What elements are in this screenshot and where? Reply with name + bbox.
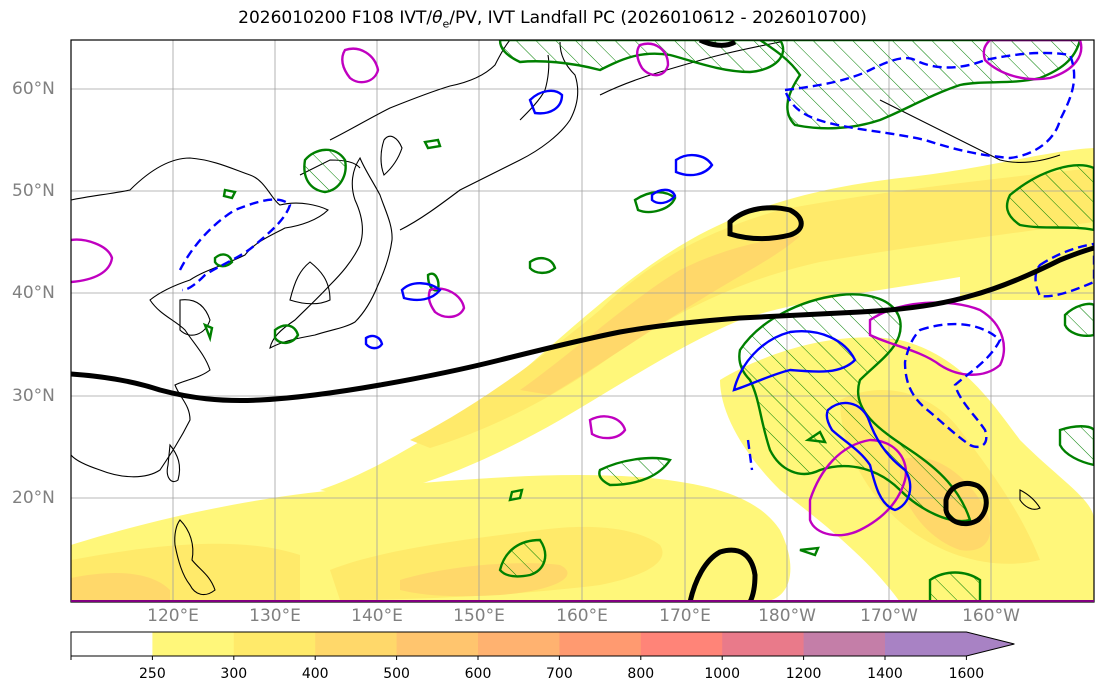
colorbar-tick-label: 1200 — [785, 666, 822, 682]
colorbar-tick-label: 300 — [220, 666, 248, 682]
lon-label-180w: 180°W — [758, 606, 816, 626]
pv-contours — [202, 40, 1094, 602]
colorbar-segment — [233, 632, 316, 656]
lat-label-30n: 30°N — [12, 386, 55, 406]
colorbar-segment — [885, 632, 967, 656]
colorbar-segment — [640, 632, 723, 656]
colorbar-tick-label: 1600 — [948, 666, 985, 682]
lat-label-40n: 40°N — [12, 283, 55, 303]
colorbar-extend-arrow — [966, 632, 1015, 656]
map-title: 2026010200 F108 IVT/θe/PV, IVT Landfall … — [238, 8, 867, 31]
colorbar-segment — [559, 632, 642, 656]
lon-label-170w: 170°W — [860, 606, 918, 626]
lon-label-160w: 160°W — [962, 606, 1020, 626]
colorbar-tick-label: 500 — [383, 666, 410, 682]
colorbar-tick-label: 250 — [139, 666, 166, 682]
lat-label-50n: 50°N — [12, 181, 55, 201]
colorbar-segment — [803, 632, 886, 656]
colorbar-tick-label: 800 — [627, 666, 655, 682]
colorbar-tick-label: 1400 — [867, 666, 903, 682]
colorbar-segment — [396, 632, 479, 656]
ivt-colorbar — [70, 631, 1015, 660]
lon-label-130e: 130°E — [249, 606, 301, 626]
colorbar-tick-label: 600 — [464, 666, 492, 682]
theta-e-warm-contours — [71, 40, 1083, 537]
lat-label-60n: 60°N — [12, 79, 55, 99]
colorbar-tick-label: 700 — [546, 666, 573, 682]
lat-label-20n: 20°N — [12, 488, 55, 508]
lon-label-140e: 140°E — [351, 606, 403, 626]
landfall-pc-contours — [71, 40, 1094, 602]
lon-label-160e: 160°E — [556, 606, 608, 626]
colorbar-tick-label: 400 — [301, 666, 329, 682]
colorbar-segment — [315, 632, 398, 656]
colorbar-segment — [152, 632, 235, 656]
colorbar-segment — [71, 632, 153, 656]
lon-label-150e: 150°E — [453, 606, 505, 626]
lon-label-170e: 170°E — [659, 606, 711, 626]
theta-e-cold-contours — [178, 51, 1094, 512]
colorbar-segment — [722, 632, 805, 656]
colorbar-outline — [70, 631, 1015, 657]
lon-label-120e: 120°E — [147, 606, 199, 626]
coastlines — [71, 40, 1061, 596]
colorbar-segment — [478, 632, 560, 656]
colorbar-tick-label: 1000 — [704, 666, 741, 682]
